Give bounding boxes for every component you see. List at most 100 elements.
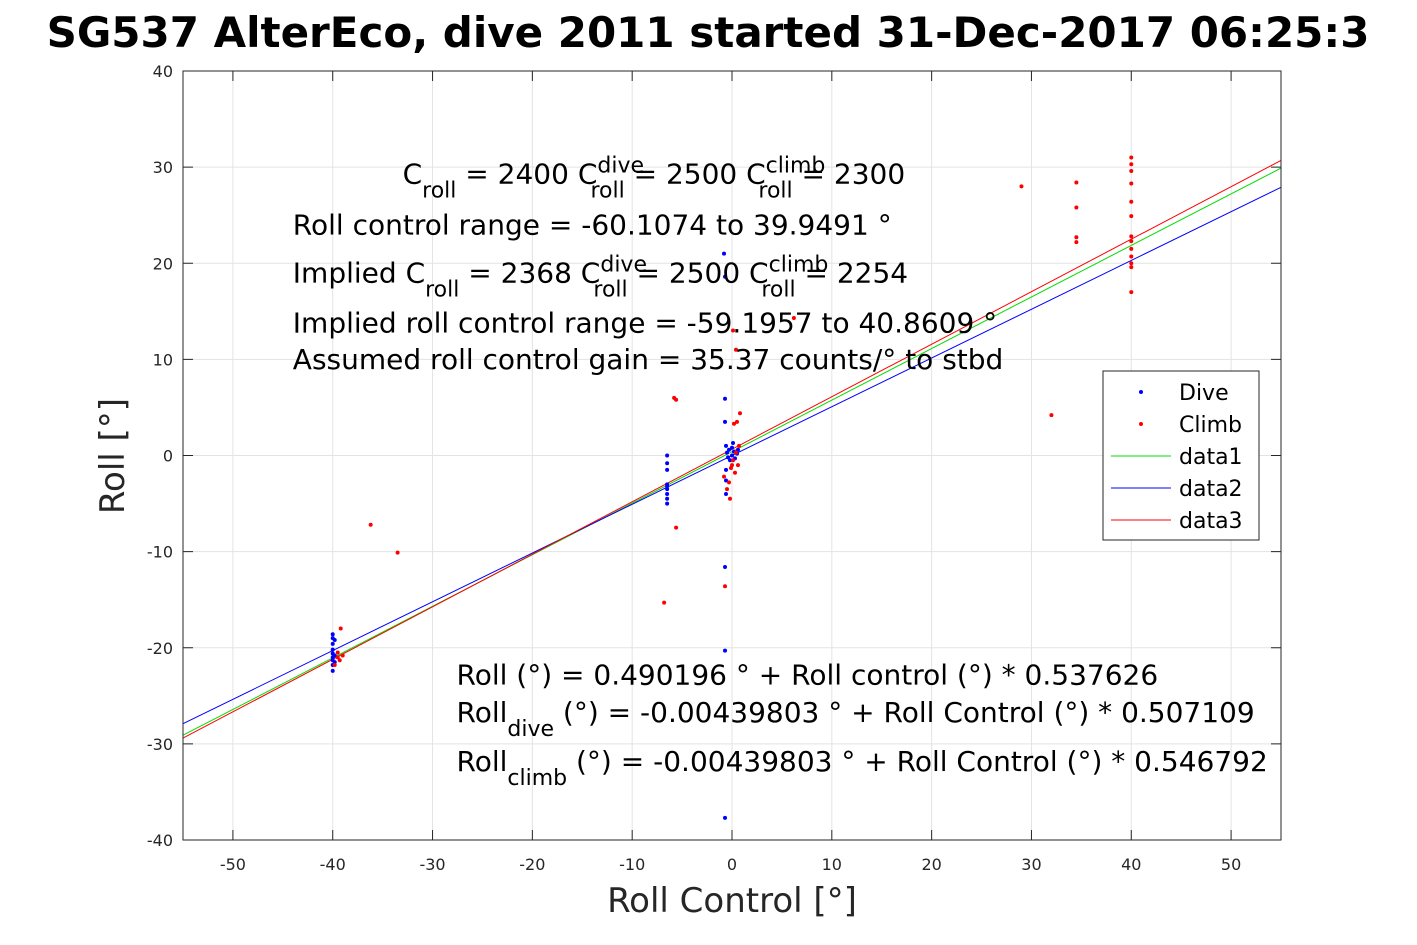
annotation-part: dive <box>597 153 644 178</box>
x-tick-label: 20 <box>921 855 941 874</box>
y-tick-label: -20 <box>147 639 173 658</box>
point-climb <box>734 419 739 424</box>
plot-frame <box>182 70 1282 841</box>
point-climb <box>1129 265 1134 270</box>
roll-dive-fit-line: Rolldive (°) = -0.00439803 ° + Roll Cont… <box>457 696 1255 742</box>
point-dive <box>723 565 728 570</box>
point-climb <box>337 658 342 663</box>
annotations: Croll = 2400 Cdive roll = 2500 Cclimb roll… <box>293 153 1268 790</box>
annotation-part: roll <box>425 277 459 302</box>
point-climb <box>674 525 679 530</box>
point-climb <box>727 480 732 485</box>
y-tick-label: 30 <box>153 158 173 177</box>
point-dive <box>330 668 335 673</box>
x-tick-label: 30 <box>1021 855 1041 874</box>
annotation-part: climb <box>507 766 567 791</box>
point-dive <box>330 641 335 646</box>
point-dive <box>722 251 727 256</box>
point-dive <box>665 461 670 466</box>
point-climb <box>732 470 737 475</box>
annotation-part: climb <box>769 252 829 277</box>
point-dive <box>724 491 729 496</box>
point-climb <box>1129 199 1134 204</box>
point-climb <box>736 443 741 448</box>
point-climb <box>1129 155 1134 160</box>
point-dive <box>665 467 670 472</box>
point-dive <box>730 441 735 446</box>
annotation-part: climb <box>766 153 826 178</box>
legend-label: data3 <box>1179 509 1243 534</box>
point-dive <box>330 647 335 652</box>
point-dive <box>665 484 670 489</box>
point-dive <box>724 478 729 483</box>
point-dive <box>735 447 740 452</box>
point-climb <box>1129 239 1134 244</box>
chart-title: SG537 AlterEco, dive 2011 started 31-Dec… <box>47 8 1370 57</box>
point-climb <box>733 347 738 352</box>
annotation-part: roll <box>593 277 627 302</box>
point-climb <box>1074 205 1079 210</box>
point-climb <box>722 474 727 479</box>
point-climb <box>1129 246 1134 251</box>
annotation-part: roll <box>761 277 795 302</box>
point-climb <box>395 550 400 555</box>
y-tick-label: 40 <box>153 62 173 81</box>
x-tick-label: -10 <box>619 855 645 874</box>
point-dive <box>665 453 670 458</box>
point-climb <box>733 450 738 455</box>
point-climb <box>1129 162 1134 167</box>
implied-roll-control-range-line: Implied roll control range = -59.1957 to… <box>293 306 997 339</box>
point-climb <box>662 600 667 605</box>
x-axis-label: Roll Control [°] <box>607 881 857 921</box>
x-tick-label: -50 <box>220 855 246 874</box>
point-climb <box>1129 181 1134 186</box>
x-tick-label: 50 <box>1221 855 1241 874</box>
point-climb <box>338 626 343 631</box>
point-climb <box>791 316 796 321</box>
point-dive <box>723 396 728 401</box>
x-tick-label: -30 <box>419 855 445 874</box>
x-tick-label: 10 <box>822 855 842 874</box>
point-climb <box>725 487 730 492</box>
point-climb <box>723 584 728 589</box>
annotation-part: = 2254 <box>796 256 909 289</box>
annotation-part: Roll <box>457 745 508 778</box>
point-climb <box>1129 290 1134 295</box>
y-tick-label: 0 <box>163 447 173 466</box>
point-climb <box>332 663 337 668</box>
annotation-part: = 2300 <box>793 157 906 190</box>
implied-roll-center-line: Implied Croll = 2368 Cdive roll = 2500 Cc… <box>293 252 908 302</box>
annotation-part: (°) = -0.00439803 ° + Roll Control (°) *… <box>567 745 1268 778</box>
y-tick-label: -10 <box>147 543 173 562</box>
point-dive <box>724 443 729 448</box>
legend-label: data2 <box>1179 477 1243 502</box>
point-dive <box>730 445 734 450</box>
point-climb <box>1129 234 1134 239</box>
point-dive <box>725 450 730 455</box>
annotation-part: roll <box>758 178 792 203</box>
annotation-part: Roll control range = -60.1074 to 39.9491… <box>293 208 892 241</box>
annotation-part: Assumed roll control gain = 35.37 counts… <box>293 343 1004 376</box>
annotation-part: = 2500 C <box>628 256 769 289</box>
roll-control-gain-line: Assumed roll control gain = 35.37 counts… <box>293 343 1004 376</box>
legend-label: Climb <box>1179 413 1242 438</box>
point-climb <box>1074 240 1079 245</box>
point-climb <box>1129 214 1134 219</box>
point-climb <box>735 463 740 468</box>
point-dive <box>726 455 731 460</box>
annotation-part: C <box>403 157 423 190</box>
annotation-part: = 2400 C <box>456 157 597 190</box>
data-points <box>330 155 1134 820</box>
annotation-part: = 2368 C <box>459 256 600 289</box>
point-climb <box>340 653 345 658</box>
point-dive <box>330 632 335 637</box>
point-dive <box>665 491 670 496</box>
point-dive <box>724 467 729 472</box>
point-climb <box>1049 413 1054 418</box>
point-dive <box>723 648 728 653</box>
annotation-part: roll <box>590 178 624 203</box>
x-tick-label: 0 <box>727 855 737 874</box>
legend-swatch <box>1139 422 1143 426</box>
legend: Dive Climb data1 data2 data3 <box>1102 370 1260 541</box>
point-dive <box>728 458 733 463</box>
